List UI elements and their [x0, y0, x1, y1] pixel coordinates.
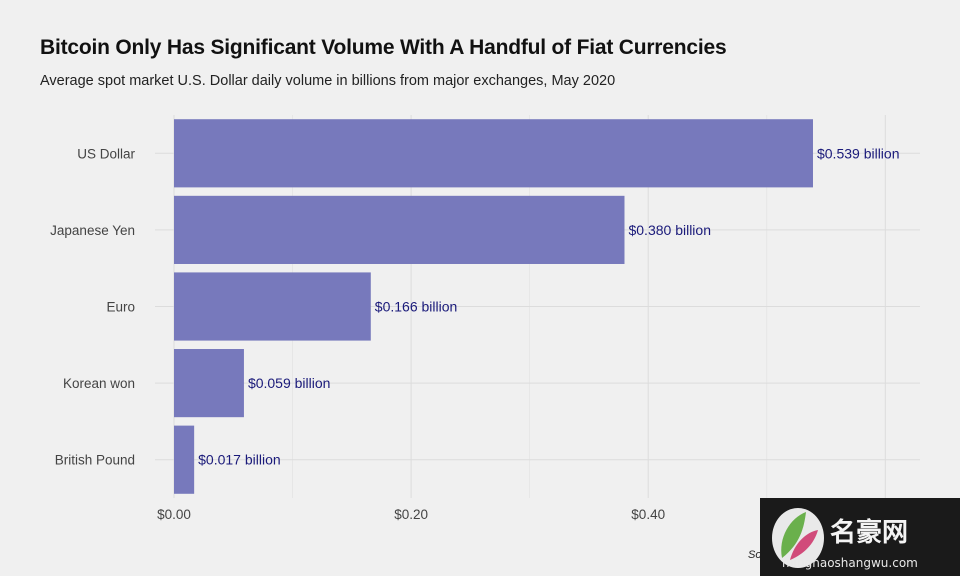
bar-euro	[174, 272, 371, 341]
category-label: Korean won	[63, 376, 135, 391]
data-label: $0.380 billion	[628, 222, 711, 238]
watermark-logo: 名豪网 minghaoshangwu.com	[760, 498, 960, 576]
watermark-text: 名豪网	[830, 518, 909, 548]
category-label: US Dollar	[77, 146, 135, 161]
data-label: $0.166 billion	[375, 299, 458, 315]
chart-subtitle: Average spot market U.S. Dollar daily vo…	[40, 73, 616, 89]
data-labels: $0.539 billion $0.380 billion $0.166 billi…	[198, 145, 899, 467]
bar-british-pound	[174, 425, 195, 494]
x-tick-label: $0.40	[631, 507, 665, 522]
data-label: $0.539 billion	[817, 145, 900, 161]
chart-title: Bitcoin Only Has Significant Volume With…	[40, 36, 727, 59]
category-label: British Pound	[55, 453, 135, 468]
x-tick-label: $0.20	[394, 507, 428, 522]
x-tick-label: $0.00	[157, 507, 191, 522]
watermark-url: minghaoshangwu.com	[782, 556, 918, 570]
bar-us-dollar	[174, 119, 813, 188]
category-labels: US Dollar Japanese Yen Euro Korean won Briti…	[50, 146, 135, 467]
category-label: Euro	[106, 300, 135, 315]
category-label: Japanese Yen	[50, 223, 135, 238]
bars	[174, 119, 813, 494]
bar-japanese-yen	[174, 195, 625, 264]
bar-korean-won	[174, 349, 244, 418]
data-label: $0.017 billion	[198, 452, 281, 468]
tick-labels: $0.00 $0.20 $0.40	[157, 507, 665, 522]
data-label: $0.059 billion	[248, 375, 331, 391]
source-note: So	[748, 549, 762, 561]
leaf-logo-icon	[772, 508, 824, 568]
